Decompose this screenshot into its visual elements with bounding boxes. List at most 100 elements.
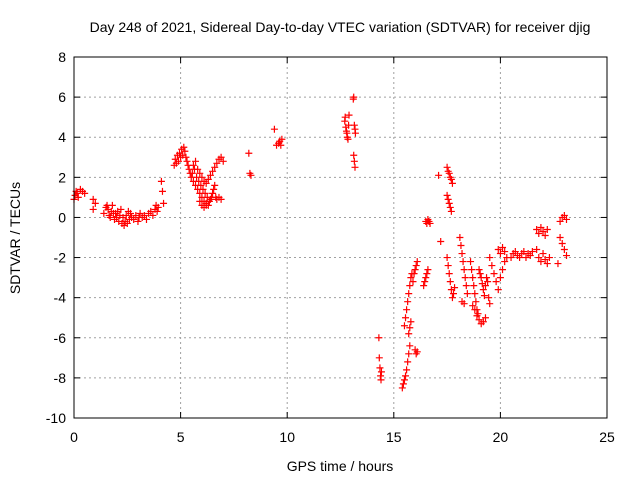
data-point <box>481 314 489 322</box>
data-point <box>420 282 428 290</box>
data-point <box>376 364 384 372</box>
data-point <box>74 193 82 201</box>
data-point <box>345 111 353 119</box>
data-point <box>533 225 541 233</box>
data-point <box>469 302 477 310</box>
data-point <box>460 266 468 274</box>
y-tick-label: -2 <box>54 250 67 266</box>
data-point <box>375 354 383 362</box>
data-point <box>562 215 570 223</box>
data-point <box>217 195 225 203</box>
data-point <box>211 181 219 189</box>
x-tick-label: 20 <box>493 429 509 445</box>
data-point <box>100 209 108 217</box>
data-point <box>413 258 421 266</box>
data-point <box>400 322 408 330</box>
data-point <box>516 254 524 262</box>
data-point <box>206 171 214 179</box>
x-tick-labels: 0 5 10 15 20 25 <box>70 429 615 445</box>
data-point <box>188 169 196 177</box>
data-point <box>126 209 134 217</box>
plot-frame <box>73 56 608 419</box>
data-point <box>447 207 455 215</box>
data-point <box>560 246 568 254</box>
data-point <box>545 254 553 262</box>
data-point <box>448 294 456 302</box>
data-point <box>446 203 454 211</box>
data-point <box>485 294 493 302</box>
data-point <box>443 163 451 171</box>
data-point <box>196 197 204 205</box>
data-point <box>479 318 487 326</box>
data-point <box>407 274 415 282</box>
data-point <box>537 258 545 266</box>
data-point <box>494 286 502 294</box>
data-point <box>444 262 452 270</box>
data-point <box>426 219 434 227</box>
data-point <box>490 270 498 278</box>
data-point <box>189 161 197 169</box>
y-tick-label: -8 <box>54 370 67 386</box>
data-point <box>147 207 155 215</box>
data-point <box>483 274 491 282</box>
data-point <box>134 217 142 225</box>
data-point <box>448 179 456 187</box>
data-point <box>410 270 418 278</box>
data-point <box>558 240 566 248</box>
data-point <box>406 282 414 290</box>
data-points <box>70 93 570 392</box>
data-point <box>479 286 487 294</box>
data-point <box>541 231 549 239</box>
data-point <box>443 254 451 262</box>
data-point <box>247 171 255 179</box>
data-point <box>472 298 480 306</box>
data-point <box>470 282 478 290</box>
data-point <box>406 324 414 332</box>
data-point <box>486 300 494 308</box>
data-point <box>507 254 515 262</box>
axis-ticks <box>73 56 608 419</box>
data-point <box>183 157 191 165</box>
data-point <box>351 129 359 137</box>
data-point <box>424 266 432 274</box>
x-tick-label: 25 <box>599 429 615 445</box>
data-point <box>526 252 534 260</box>
data-point <box>481 282 489 290</box>
data-point <box>399 380 407 388</box>
data-point <box>277 141 285 149</box>
data-point <box>402 372 410 380</box>
data-point <box>535 254 543 262</box>
data-point <box>543 225 551 233</box>
data-point <box>350 157 358 165</box>
data-point <box>130 215 138 223</box>
data-point <box>341 113 349 121</box>
data-point <box>560 211 568 219</box>
data-point <box>140 211 148 219</box>
data-point <box>446 278 454 286</box>
data-point <box>476 270 484 278</box>
y-axis-label: SDTVAR / TECUs <box>7 182 23 294</box>
data-point <box>403 366 411 374</box>
data-point <box>89 205 97 213</box>
data-point <box>541 256 549 264</box>
data-point <box>201 189 209 197</box>
data-point <box>460 300 468 308</box>
data-point <box>350 121 358 129</box>
data-point <box>496 250 504 258</box>
data-point <box>486 254 494 262</box>
data-point <box>423 270 431 278</box>
data-point <box>81 189 89 197</box>
data-point <box>412 262 420 270</box>
data-point <box>210 185 218 193</box>
data-point <box>445 169 453 177</box>
data-point <box>496 274 504 282</box>
data-point <box>181 147 189 155</box>
data-point <box>543 260 551 268</box>
data-point <box>445 199 453 207</box>
data-point <box>447 175 455 183</box>
data-point <box>406 342 414 350</box>
data-point <box>194 165 202 173</box>
data-point <box>405 330 413 338</box>
data-point <box>198 173 206 181</box>
data-point <box>160 199 168 207</box>
